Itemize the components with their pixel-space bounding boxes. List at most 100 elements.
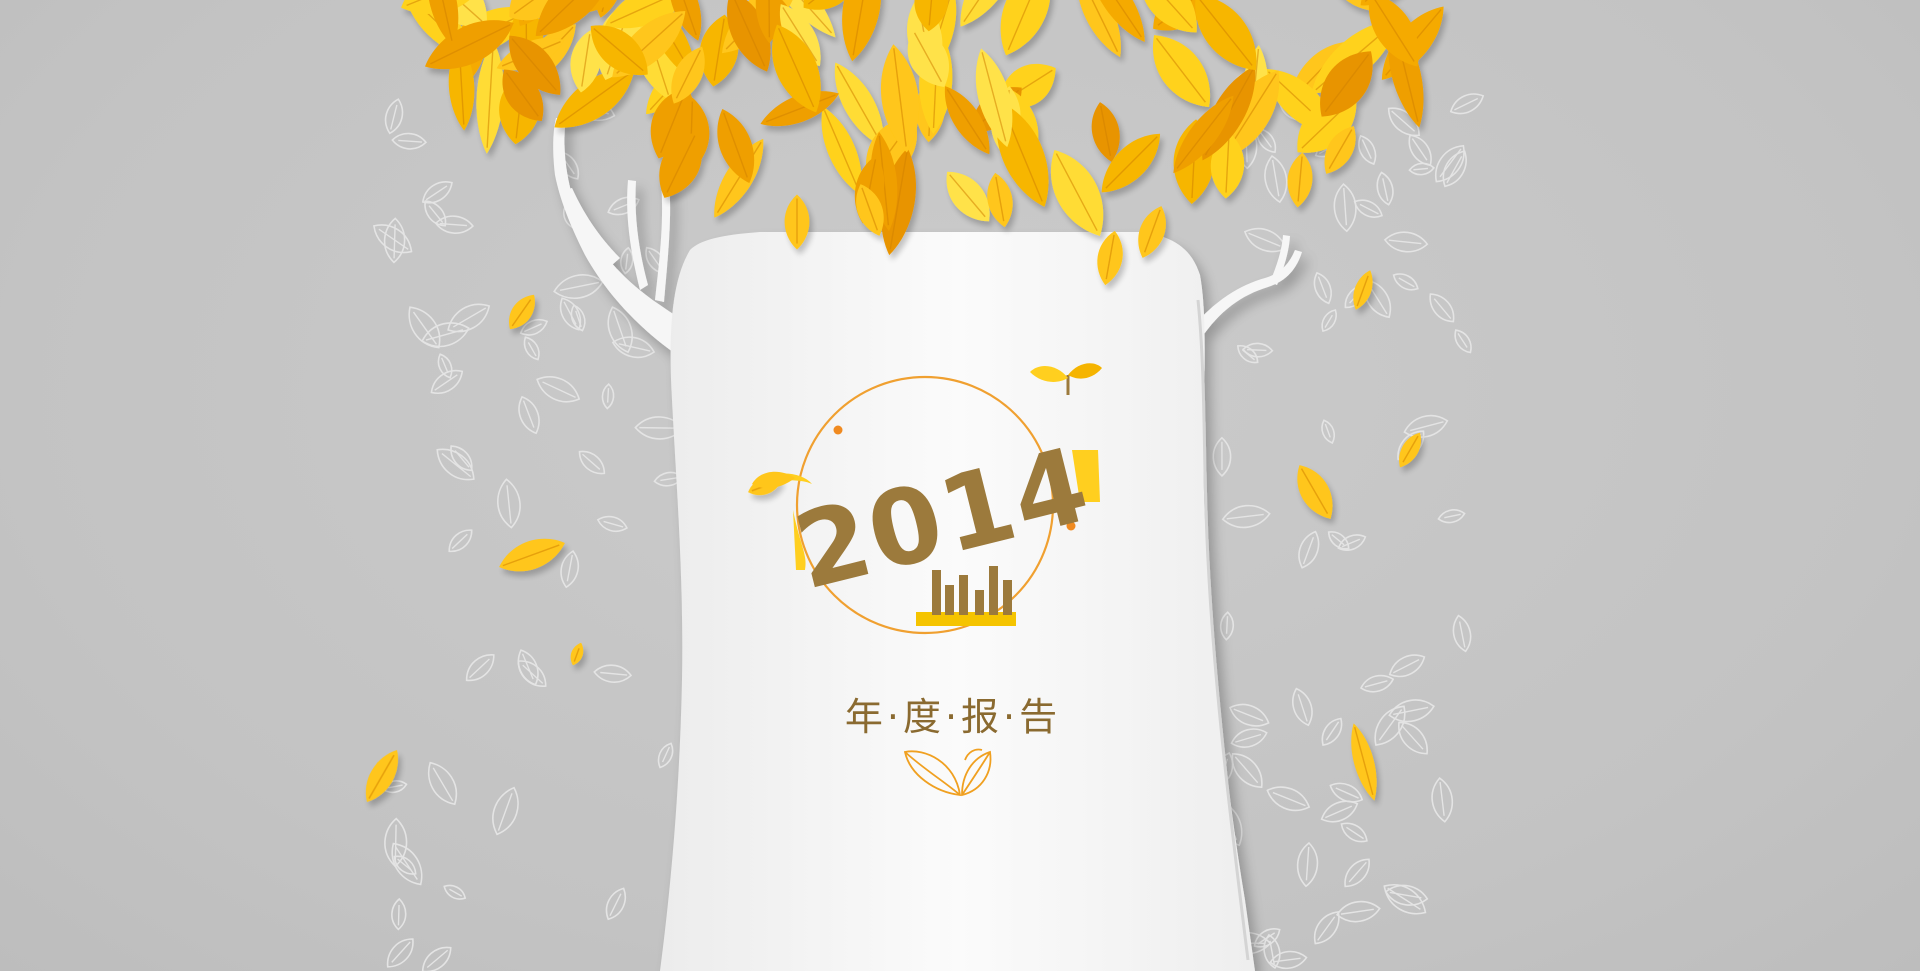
outline-leaf <box>1449 93 1485 115</box>
outline-leaf <box>605 887 627 921</box>
outline-leaf <box>1320 800 1359 823</box>
canopy-leaf <box>987 172 1013 228</box>
outline-leaf <box>1321 309 1337 333</box>
canopy-leaf <box>763 0 836 38</box>
outline-leaf <box>430 369 464 394</box>
outline-leaf <box>1236 345 1259 364</box>
year-leaf-accent <box>752 471 795 489</box>
canopy-leaf <box>1101 133 1161 193</box>
falling-leaf <box>1399 432 1421 468</box>
outline-leaf <box>560 550 580 589</box>
outline-leaf <box>518 395 540 435</box>
outline-leaf <box>1296 841 1319 888</box>
outline-leaf <box>434 215 474 234</box>
falling-leaf <box>365 750 398 802</box>
canopy-leaf <box>944 86 990 155</box>
outline-leaf <box>1437 509 1466 524</box>
canopy-leaf <box>1076 0 1121 58</box>
outline-leaf <box>1398 721 1428 755</box>
canopy-leaf <box>1000 0 1051 56</box>
canopy-leaf <box>671 46 705 104</box>
canopy-leaf <box>946 171 990 222</box>
canopy-leaf <box>554 69 635 128</box>
ring-dot-right <box>1066 521 1076 531</box>
outline-leaf <box>601 383 615 410</box>
outline-leaf <box>1313 271 1332 305</box>
canopy-leaf <box>727 0 771 72</box>
outline-leaf <box>391 897 407 931</box>
outline-leaf <box>1313 911 1340 945</box>
outline-leaf <box>620 246 634 275</box>
canopy-leaf <box>1324 126 1356 174</box>
canopy-leaf <box>784 194 810 250</box>
outline-leaf <box>1429 293 1455 323</box>
falling-leaf <box>499 538 565 572</box>
canopy-leaf <box>779 4 821 67</box>
outline-leaf <box>1442 150 1467 188</box>
outline-leaf <box>384 98 404 135</box>
outline-leaf <box>1264 154 1288 204</box>
canopy-leaf <box>1368 0 1419 67</box>
outline-leaf <box>1335 900 1381 923</box>
canopy-leaf <box>1195 0 1257 71</box>
falling-leaf <box>1351 723 1377 801</box>
outline-leaf <box>1221 504 1271 529</box>
canopy-leaf <box>1320 51 1373 117</box>
tree-canopy <box>401 0 1444 286</box>
outline-leaf <box>578 450 606 475</box>
canopy-leaf <box>834 62 884 147</box>
outline-leaf <box>492 786 519 836</box>
canopy-leaf <box>590 25 648 76</box>
outline-leaf <box>1228 703 1270 727</box>
outline-leaf <box>1292 687 1313 727</box>
outline-leaf <box>1387 107 1420 137</box>
canopy-leaf <box>535 0 613 36</box>
emblem-ring <box>795 375 1055 635</box>
tree-trunk <box>553 118 1302 971</box>
outline-leaf <box>1241 342 1274 358</box>
outline-leaf <box>447 303 491 333</box>
outline-leaf <box>1219 611 1234 641</box>
outline-leaf <box>448 529 473 553</box>
outline-leaf <box>1212 436 1232 477</box>
outline-leaf <box>517 660 547 687</box>
falling-leaf <box>509 294 535 330</box>
canopy-leaf <box>1287 152 1313 208</box>
outline-leaf <box>653 471 684 487</box>
canopy-leaf <box>881 44 920 153</box>
outline-leaf <box>657 742 674 769</box>
outline-leaf <box>607 196 640 216</box>
outline-leaf <box>1374 705 1406 746</box>
canopy-leaf <box>509 35 561 95</box>
outline-leaf <box>1454 329 1472 354</box>
canopy-leaf <box>427 0 459 47</box>
outline-leaf <box>1384 884 1429 906</box>
canopy-leaf <box>1173 95 1234 174</box>
outline-leaf <box>386 938 414 968</box>
outline-leaf <box>1452 614 1472 653</box>
outline-leaf <box>421 181 453 204</box>
canopy-leaf <box>856 184 884 236</box>
outline-leaf <box>1388 654 1426 678</box>
outline-leaf <box>1383 231 1429 253</box>
outline-leaf <box>1231 753 1263 789</box>
canopy-leaf <box>821 106 862 195</box>
outline-leaf <box>443 884 467 900</box>
outline-leaf <box>421 322 470 348</box>
outline-leaf <box>421 946 452 971</box>
canopy-leaf <box>772 24 821 113</box>
canopy-leaf <box>1050 150 1104 237</box>
canopy-leaf <box>755 0 783 44</box>
outline-leaf <box>1321 419 1335 444</box>
outline-leaf <box>1344 858 1370 888</box>
falling-leaf <box>1353 270 1373 310</box>
canopy-leaf <box>425 20 514 70</box>
outline-leaf <box>1353 199 1383 218</box>
canopy-leaf <box>659 132 702 198</box>
outline-leaf <box>596 515 628 532</box>
outline-leaf <box>465 654 495 682</box>
falling-leaf <box>1297 465 1333 519</box>
outline-leaf <box>1256 127 1277 154</box>
outline-leaf <box>391 842 423 886</box>
outline-leaf <box>1403 414 1449 438</box>
